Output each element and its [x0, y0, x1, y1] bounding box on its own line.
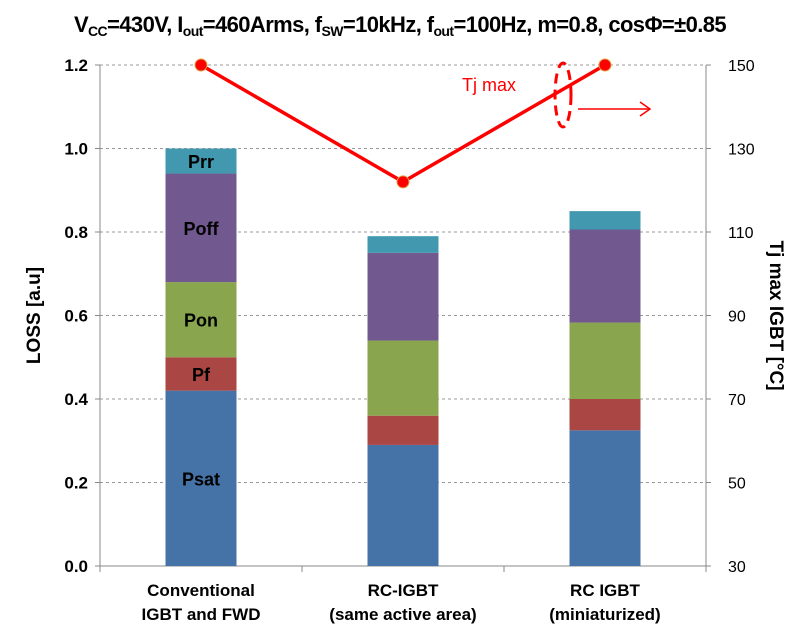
dashed-ellipse	[553, 61, 573, 129]
bar-segment-psat	[569, 430, 641, 566]
bar-segment-psat	[165, 390, 237, 566]
bar-segment-prr	[165, 148, 237, 174]
category-label: RC-IGBT	[368, 581, 439, 600]
y2-tick-label: 70	[728, 392, 746, 409]
y-tick-label: 0.2	[64, 474, 88, 493]
title-part: =430V, I	[107, 12, 183, 37]
bar-segment-pf	[367, 415, 439, 445]
y-tick-label: 1.2	[64, 56, 88, 75]
y2-tick-label: 90	[728, 309, 746, 326]
category-label: (same active area)	[329, 605, 476, 624]
bar-segment-pon	[367, 340, 439, 416]
bar-segment-poff	[569, 229, 641, 323]
title-part: =10kHz, f	[342, 12, 434, 37]
y2-tick-label: 150	[728, 58, 755, 75]
y-tick-label: 0.8	[64, 223, 88, 242]
title-part: =100Hz, m=0.8, cosΦ=±0.85	[453, 12, 727, 37]
bar-segment-psat	[367, 444, 439, 566]
segment-label: Pon	[184, 311, 218, 331]
chart-title: VCC=430V, Iout=460Arms, fSW=10kHz, fout=…	[0, 12, 800, 39]
tj-max-point	[598, 58, 612, 72]
segment-label: Prr	[188, 152, 214, 172]
bar-segment-prr	[569, 211, 641, 230]
title-part: out	[182, 23, 204, 39]
bar-segment-poff	[367, 252, 439, 341]
bar-segment-pf	[569, 399, 641, 431]
y2-tick-label: 130	[728, 142, 755, 159]
segment-label: Poff	[184, 219, 220, 239]
bar-segment-pon	[165, 282, 237, 358]
y2-tick-label: 110	[728, 225, 754, 242]
bar-segment-prr	[367, 236, 439, 253]
segment-label: Pf	[192, 365, 211, 385]
category-label: IGBT and FWD	[142, 605, 261, 624]
y-tick-label: 0.6	[64, 307, 88, 326]
tj-max-point	[194, 58, 208, 72]
right-arrow-icon	[639, 101, 652, 117]
tj-max-line	[200, 63, 606, 184]
y-tick-label: 1.0	[64, 140, 88, 159]
tj-max-point	[396, 175, 410, 189]
title-part: out	[433, 23, 454, 39]
title-part: =460Arms, f	[202, 12, 322, 37]
tj-max-annotation: Tj max	[462, 75, 516, 95]
bar-segment-pon	[569, 322, 641, 399]
bar-segment-poff	[165, 173, 237, 283]
category-label: (miniaturized)	[549, 605, 660, 624]
segment-label: Psat	[182, 469, 220, 489]
y-tick-label: 0.4	[64, 390, 88, 409]
y2-axis-label: Tj max IGBT [°C]	[765, 240, 786, 390]
bar-segment-pf	[165, 357, 237, 391]
y-axis-label: LOSS [a.u]	[24, 267, 45, 364]
y-tick-label: 0.0	[64, 557, 88, 576]
title-part: V	[73, 12, 89, 37]
category-label: Conventional	[147, 581, 255, 600]
y2-tick-label: 50	[728, 476, 746, 493]
title-part: CC	[88, 23, 108, 39]
category-label: RC IGBT	[570, 581, 641, 600]
y2-tick-label: 30	[728, 559, 746, 576]
title-part: SW	[321, 23, 344, 39]
